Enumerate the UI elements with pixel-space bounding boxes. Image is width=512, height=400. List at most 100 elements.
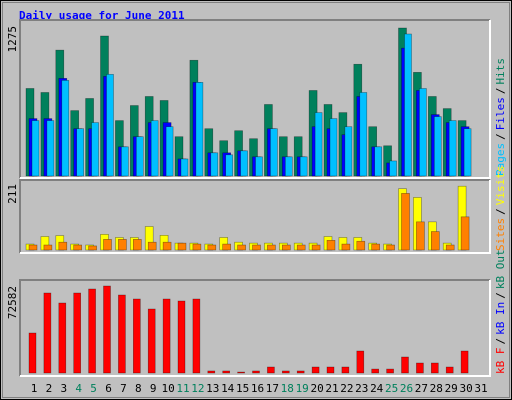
bar	[460, 216, 470, 251]
bar	[419, 88, 427, 177]
bar	[207, 244, 217, 251]
bar	[252, 370, 260, 374]
panel-edge	[19, 19, 490, 178]
legend-item: Pages	[494, 143, 507, 176]
bar	[341, 243, 351, 251]
bar	[133, 239, 142, 251]
bar	[371, 243, 381, 251]
legend-item: Sites	[494, 218, 507, 251]
bar	[281, 370, 290, 374]
bar	[416, 221, 425, 251]
bar	[136, 136, 144, 177]
x-tick-label: 10	[161, 382, 174, 395]
x-tick-label: 16	[251, 382, 264, 395]
bar	[225, 154, 233, 177]
bar	[314, 112, 323, 177]
x-tick-label: 14	[221, 382, 235, 395]
bar	[222, 370, 230, 374]
bar	[88, 288, 96, 374]
x-tick-label: 31	[474, 382, 487, 395]
bar	[88, 245, 97, 251]
bar	[341, 366, 350, 374]
bar	[374, 146, 383, 177]
legend-separator: /	[494, 208, 507, 215]
bar	[61, 80, 70, 177]
bar	[311, 244, 321, 251]
bar	[404, 33, 412, 177]
bar	[91, 122, 99, 177]
legend-separator: /	[494, 292, 507, 299]
bar	[118, 294, 126, 374]
panel-edge	[20, 280, 491, 377]
x-tick-label: 21	[325, 382, 338, 395]
bar	[445, 244, 455, 251]
legend: Pages / Files / Hits	[494, 58, 507, 176]
x-tick-label: 23	[355, 382, 368, 395]
bar	[326, 240, 336, 251]
bar	[460, 350, 469, 374]
x-tick-label: 8	[135, 382, 142, 395]
x-tick-label: 5	[90, 382, 97, 395]
panel-edge	[20, 180, 491, 254]
bar	[356, 350, 365, 374]
bar	[195, 82, 204, 177]
bar	[237, 371, 245, 374]
x-tick-label: 28	[430, 382, 443, 395]
x-tick-label: 2	[46, 382, 53, 395]
bar	[267, 244, 276, 251]
bar	[267, 366, 275, 374]
bar	[192, 298, 201, 374]
bar	[162, 241, 172, 251]
bar	[386, 244, 395, 251]
bar	[121, 146, 129, 177]
bar	[106, 74, 114, 177]
panel	[20, 180, 490, 253]
bar	[448, 120, 457, 177]
bar	[329, 118, 338, 177]
bar	[43, 244, 53, 251]
bar	[430, 231, 440, 251]
legend-separator: /	[494, 88, 507, 95]
bar	[118, 239, 127, 251]
bar	[73, 244, 82, 251]
x-tick-label: 18	[281, 382, 294, 395]
bar	[133, 298, 141, 374]
bar	[147, 241, 157, 251]
chart-title: Daily usage for June 2011	[19, 9, 185, 22]
bar	[240, 150, 248, 177]
legend: kB F / kB In / kB Out	[494, 249, 507, 374]
x-tick-label: 12	[191, 382, 204, 395]
bar	[416, 362, 424, 374]
x-tick-label: 1	[31, 382, 38, 395]
x-tick-label: 24	[370, 382, 384, 395]
x-tick-label: 15	[236, 382, 249, 395]
bar	[28, 244, 38, 251]
x-tick-label: 13	[206, 382, 219, 395]
x-tick-label: 19	[296, 382, 309, 395]
bar	[73, 292, 81, 374]
bar	[311, 366, 320, 374]
x-tick-label: 7	[120, 382, 127, 395]
panel-edge	[19, 279, 490, 376]
bar	[371, 368, 380, 374]
bar	[180, 158, 189, 177]
x-tick-label: 3	[60, 382, 67, 395]
bar	[162, 298, 171, 374]
bar	[255, 156, 263, 177]
x-tick-label: 29	[445, 382, 458, 395]
x-tick-label: 20	[310, 382, 323, 395]
y-tick-label: 1275	[6, 26, 19, 53]
legend-item: Files	[494, 97, 507, 130]
bar	[296, 370, 305, 374]
bar	[344, 126, 353, 177]
bar	[296, 244, 306, 251]
legend-item: kB F	[494, 348, 507, 375]
bar	[463, 128, 472, 177]
legend-item: Hits	[494, 58, 507, 85]
x-tick-label: 4	[75, 382, 82, 395]
bar	[430, 362, 439, 374]
x-tick-label: 17	[266, 382, 279, 395]
bar	[76, 128, 84, 177]
